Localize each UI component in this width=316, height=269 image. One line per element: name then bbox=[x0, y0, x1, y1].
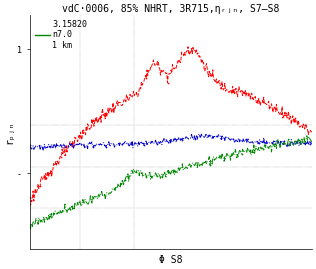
X-axis label: Φ S8: Φ S8 bbox=[159, 255, 182, 265]
Y-axis label: rₚⱼₙ: rₚⱼₙ bbox=[4, 120, 14, 144]
Legend: 3.15820
n7.0
1 km: 3.15820 n7.0 1 km bbox=[34, 19, 88, 51]
Title: vdC·0006, 85% NHRT, 3R715,ηᵣⱼₙ, S7–S8: vdC·0006, 85% NHRT, 3R715,ηᵣⱼₙ, S7–S8 bbox=[62, 4, 279, 14]
